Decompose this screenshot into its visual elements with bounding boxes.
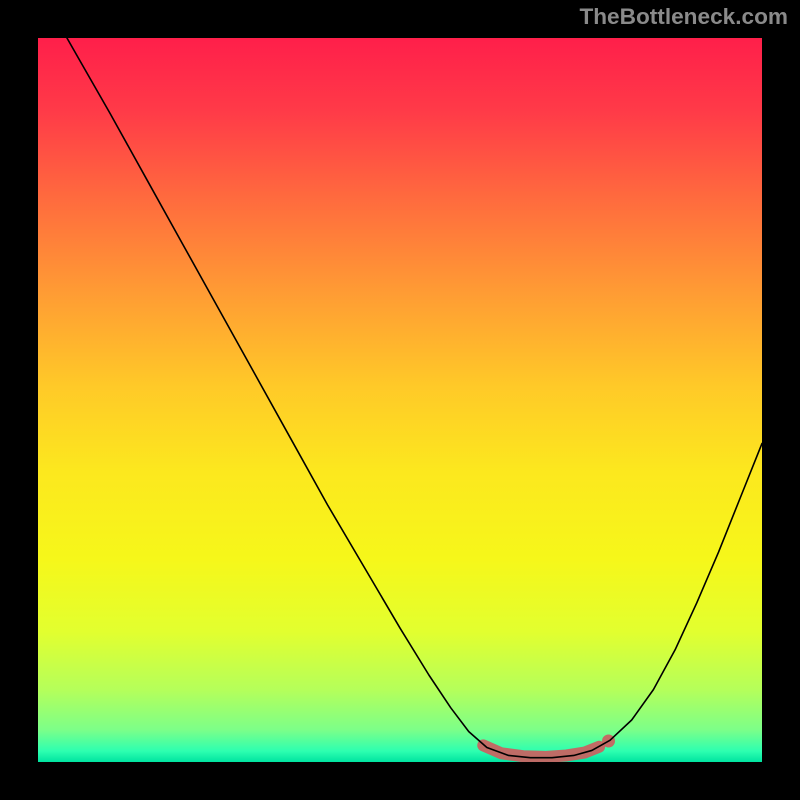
valley-highlight [483, 745, 599, 757]
plot-area [38, 38, 762, 762]
chart-container: TheBottleneck.com [0, 0, 800, 800]
watermark-text: TheBottleneck.com [579, 4, 788, 30]
curve-layer [38, 38, 762, 762]
v-curve-line [67, 38, 762, 758]
